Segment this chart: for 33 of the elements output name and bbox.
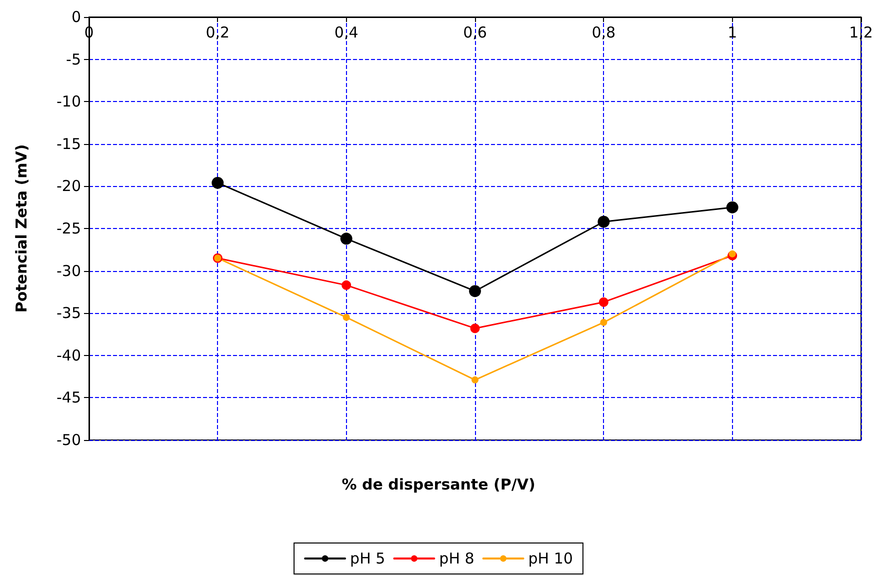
y-tick-label: -25 — [56, 220, 81, 238]
x-axis-title: % de dispersante (P/V) — [342, 476, 536, 494]
y-tick-label: -40 — [56, 346, 81, 364]
point — [342, 314, 350, 321]
legend-label: pH 8 — [439, 550, 474, 568]
y-tick-label: -15 — [56, 134, 81, 153]
legend-label: pH 5 — [350, 550, 386, 568]
point — [472, 376, 478, 384]
x-tick-label: 0,4 — [334, 24, 358, 42]
x-tick-label: 0,8 — [592, 24, 616, 42]
point — [598, 216, 610, 228]
y-tick-label: -5 — [66, 50, 81, 68]
x-tick-label: 0,6 — [463, 24, 487, 42]
y-tick-label: -20 — [56, 177, 81, 196]
x-tick-label: 1 — [728, 24, 738, 42]
x-tick-label: 0,2 — [206, 24, 230, 42]
point — [598, 297, 608, 307]
point — [728, 250, 736, 258]
y-tick-label: -45 — [56, 388, 81, 407]
y-axis-title: Potencial Zeta (mV) — [12, 144, 30, 313]
y-tick-label: 0 — [71, 8, 81, 26]
legend-label: pH 10 — [528, 550, 573, 568]
y-tick-label: -30 — [56, 262, 81, 280]
point — [340, 232, 352, 245]
point — [726, 201, 738, 214]
point — [212, 176, 224, 189]
y-tick-label: -10 — [56, 92, 81, 111]
point — [470, 324, 480, 334]
y-tick-label: -35 — [56, 304, 81, 322]
point — [469, 285, 481, 298]
y-tick-label: -50 — [56, 431, 81, 449]
point — [342, 280, 352, 290]
point — [600, 318, 608, 326]
